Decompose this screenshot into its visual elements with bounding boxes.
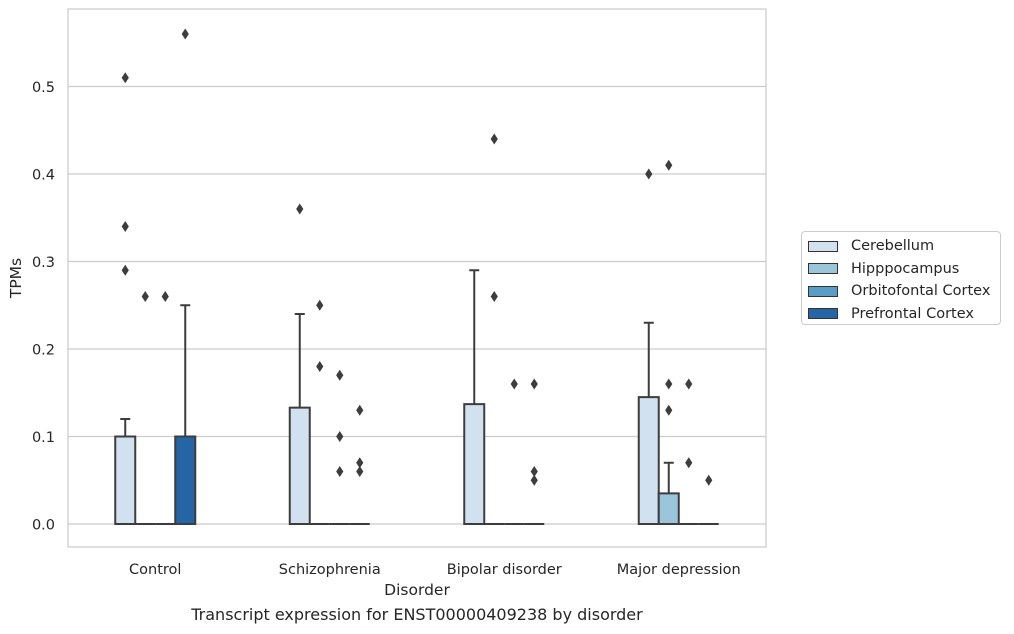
y-tick-label: 0.1 [32,430,55,446]
outlier-point [665,404,673,416]
legend-swatch-orbitofrontal-cortex [808,285,838,297]
x-axis-label: Disorder [384,581,450,599]
legend-item-orbitofrontal-cortex: Orbitofontal Cortex [808,280,994,303]
x-tick-label: Schizophrenia [279,562,381,578]
outlier-point [121,264,129,276]
y-axis-ticks: 0.0 0.1 0.2 0.3 0.4 0.5 [32,80,55,534]
outlier-point [336,466,344,477]
x-tick-label: Bipolar disorder [447,562,562,578]
legend-label-hippocampus: Hipppocampus [851,260,960,277]
x-axis-ticks: Control Schizophrenia Bipolar disorder Majo… [129,562,741,578]
y-axis-label: TPMs [7,258,25,299]
outlier-point [490,133,498,145]
gridlines [68,85,766,525]
outlier-point [181,28,189,40]
box [288,406,311,525]
outlier-point [121,72,129,84]
outlier-point [530,474,538,486]
y-tick-label: 0.3 [32,255,55,271]
legend-item-cerebellum: Cerebellum [808,235,994,258]
y-tick-label: 0.0 [32,518,55,534]
chart-caption: Transcript expression for ENST0000040923… [191,605,643,624]
outlier-point [336,431,344,442]
box [174,435,197,525]
outlier-point [141,291,149,302]
box [463,403,486,525]
outlier-point [161,291,169,302]
y-tick-label: 0.2 [32,343,55,359]
box [637,396,660,525]
outlier-point [510,378,518,390]
plot-frame [67,8,767,548]
legend-swatch-hippocampus [808,263,838,275]
legend-item-hippocampus: Hipppocampus [808,258,994,281]
outlier-point [316,361,324,372]
outlier-point [685,457,693,469]
outlier-point [356,457,364,469]
outlier-point [685,378,693,390]
outlier-point [665,159,673,171]
x-tick-label: Major depression [617,562,741,578]
box-plot-area [114,28,719,525]
outlier-point [316,299,324,311]
legend-item-prefrontal-cortex: Prefrontal Cortex [808,303,994,326]
outlier-point [645,168,653,180]
outlier-point [356,404,364,416]
outlier-point [665,378,673,390]
box [657,492,680,525]
legend-swatch-cerebellum [808,240,838,252]
outlier-point [530,378,538,390]
legend-label-cerebellum: Cerebellum [851,238,935,255]
outlier-point [296,203,304,215]
y-tick-label: 0.4 [32,168,55,184]
outlier-point [121,221,129,232]
outlier-point [336,369,344,381]
outlier-point [530,466,538,477]
outlier-point [356,466,364,477]
legend-label-orbitofrontal-cortex: Orbitofontal Cortex [851,283,991,300]
outlier-point [705,474,713,486]
y-tick-label: 0.5 [32,80,55,96]
legend: Cerebellum Hipppocampus Orbitofontal Cor… [801,231,1001,325]
box [114,435,137,525]
outlier-point [490,291,498,302]
legend-label-prefrontal-cortex: Prefrontal Cortex [851,305,974,322]
legend-swatch-prefrontal-cortex [808,308,838,320]
x-tick-label: Control [129,562,181,578]
